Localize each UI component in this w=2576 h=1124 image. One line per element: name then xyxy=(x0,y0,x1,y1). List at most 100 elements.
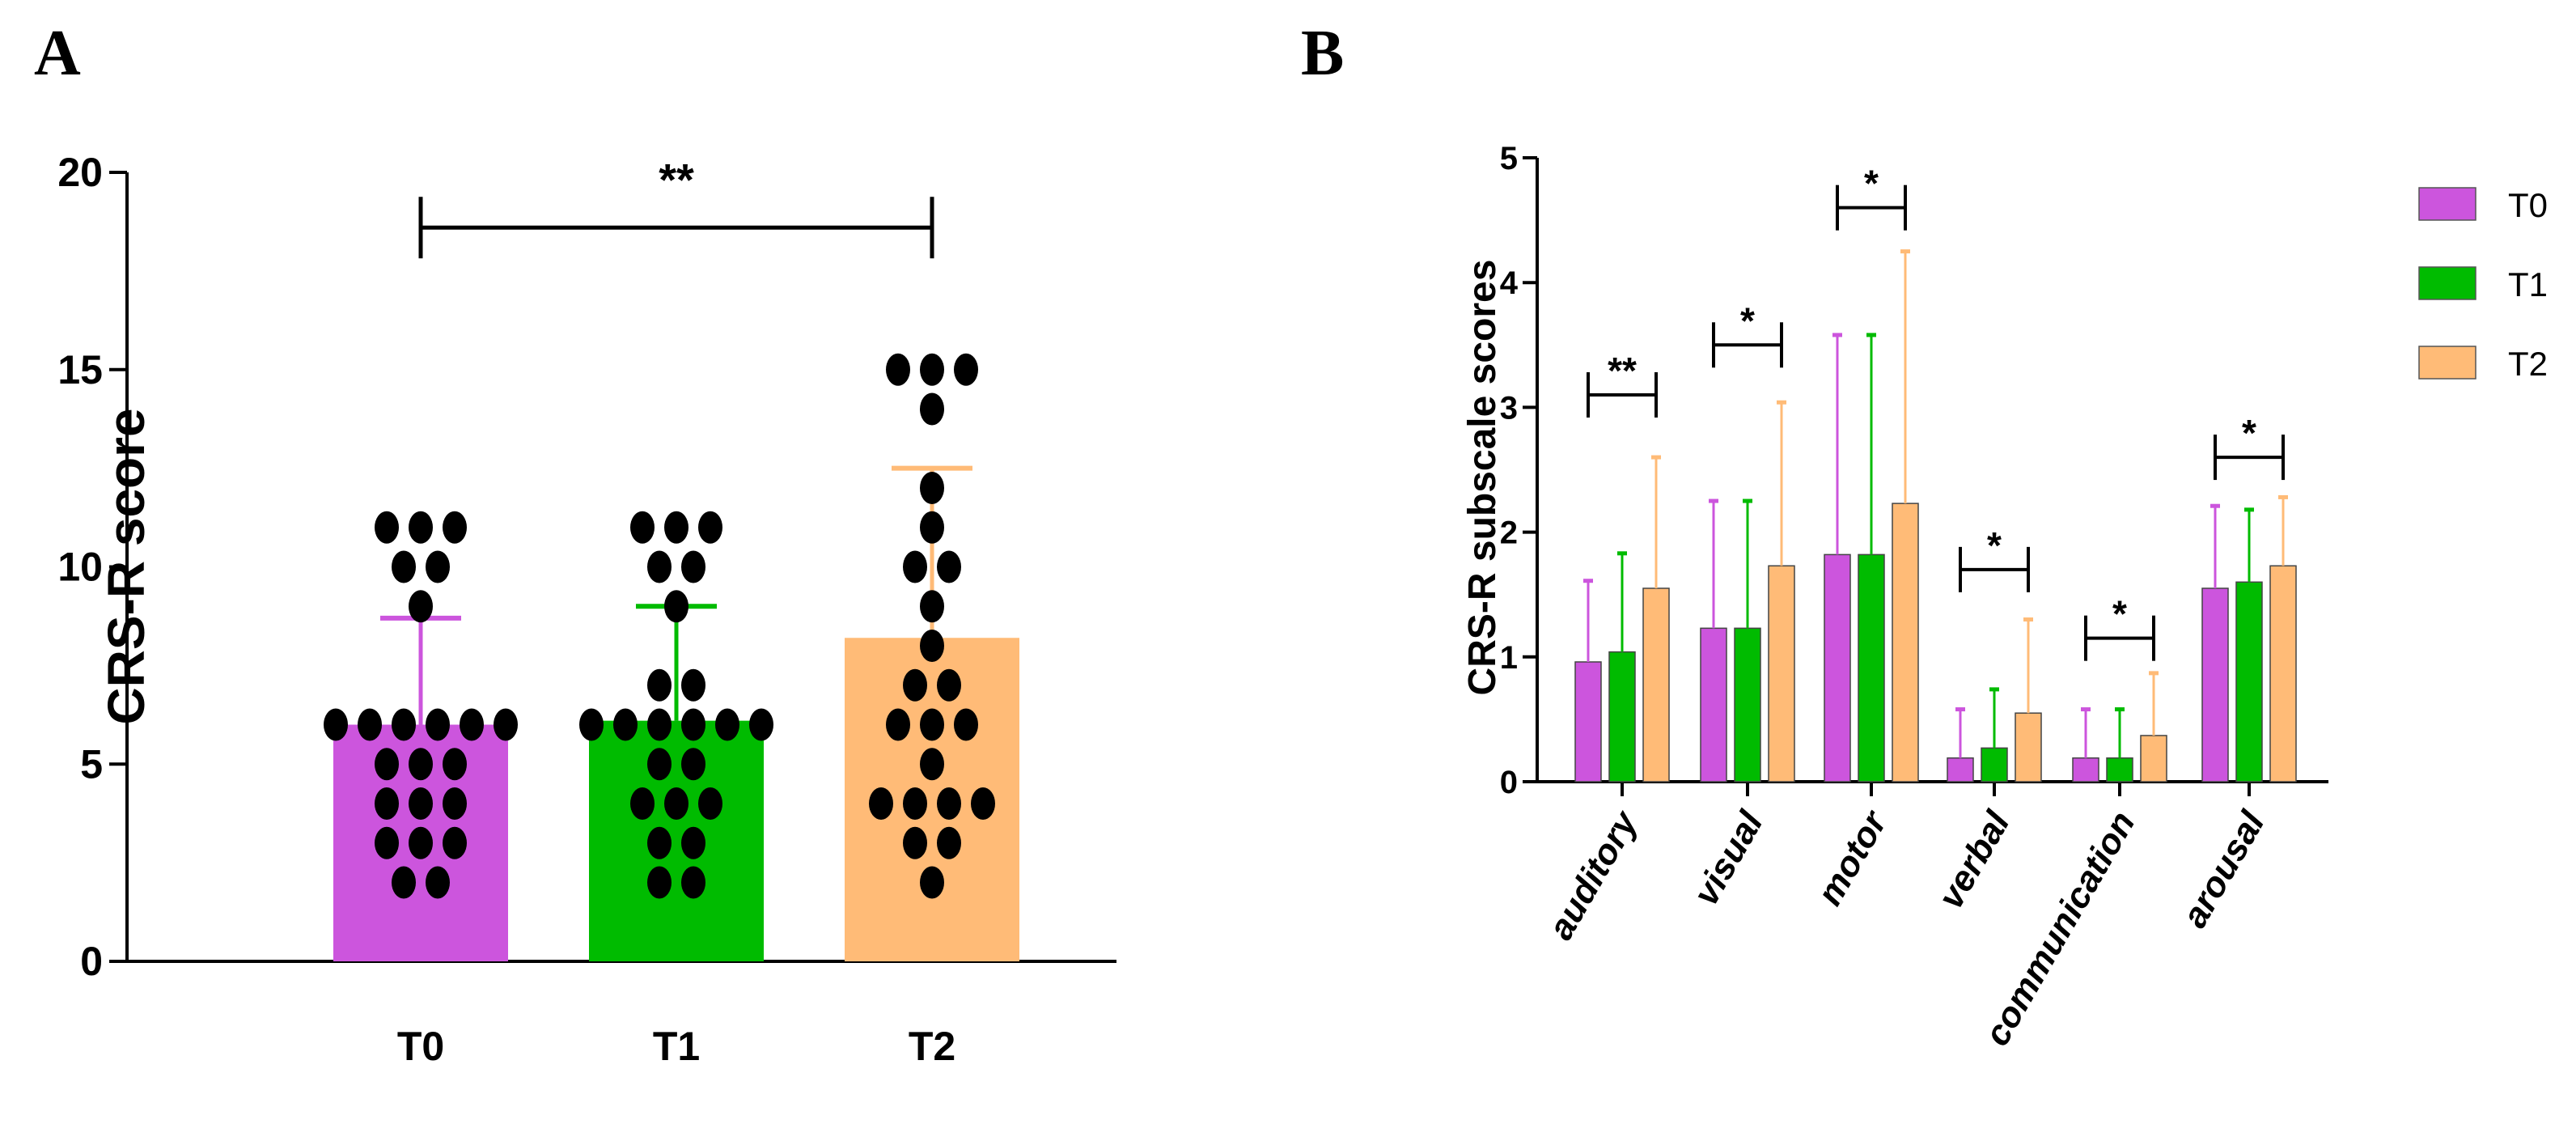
data-point-t0 xyxy=(392,866,416,899)
data-point-t1 xyxy=(698,787,722,820)
bar-visual-t2 xyxy=(1768,565,1795,783)
x-tick-label-visual: visual xyxy=(1686,804,1771,912)
legend-label-t0: T0 xyxy=(2508,186,2548,224)
significance-label: * xyxy=(1740,299,1755,341)
data-point-t2 xyxy=(886,708,910,741)
bar-motor-t1 xyxy=(1858,554,1885,783)
y-tick-label: 2 xyxy=(1500,515,1518,551)
data-point-t0 xyxy=(375,748,399,781)
data-point-t1 xyxy=(664,590,688,623)
significance-label: ** xyxy=(1608,350,1637,392)
bar-motor-t0 xyxy=(1824,554,1851,783)
y-tick-label: 15 xyxy=(57,347,103,392)
data-point-t2 xyxy=(869,787,893,820)
y-tick-label: 0 xyxy=(1500,765,1518,800)
x-tick-label-t1: T1 xyxy=(653,1024,700,1069)
data-point-t1 xyxy=(647,708,672,741)
data-point-t0 xyxy=(392,550,416,583)
legend-swatch-t1 xyxy=(2418,266,2476,300)
data-point-t0 xyxy=(375,511,399,544)
legend-label-t1: T1 xyxy=(2508,265,2548,303)
data-point-t1 xyxy=(647,748,672,781)
data-point-t2 xyxy=(903,787,927,820)
bar-verbal-t2 xyxy=(2015,712,2042,783)
x-tick-label-t2: T2 xyxy=(909,1024,955,1069)
data-point-t1 xyxy=(681,748,705,781)
data-point-t2 xyxy=(920,472,944,504)
legend-swatch-t2 xyxy=(2418,346,2476,380)
bar-arousal-t2 xyxy=(2269,565,2297,783)
bar-visual-t1 xyxy=(1734,627,1761,783)
y-tick-label: 20 xyxy=(57,150,103,195)
data-point-t2 xyxy=(954,353,978,386)
data-point-t1 xyxy=(647,866,672,899)
y-tick-label: 1 xyxy=(1500,640,1518,676)
data-point-t0 xyxy=(443,826,467,859)
data-point-t2 xyxy=(903,668,927,702)
data-point-t2 xyxy=(920,748,944,781)
data-point-t2 xyxy=(971,787,995,820)
data-point-t2 xyxy=(920,511,944,544)
panel-a-letter: A xyxy=(34,18,81,89)
data-point-t0 xyxy=(392,708,416,741)
data-point-t1 xyxy=(664,511,688,544)
bar-verbal-t1 xyxy=(1981,747,2008,783)
data-point-t1 xyxy=(681,550,705,583)
bar-communication-t1 xyxy=(2106,757,2133,783)
x-tick-label-arousal: arousal xyxy=(2175,804,2273,935)
y-tick-label: 3 xyxy=(1500,390,1518,426)
data-point-t0 xyxy=(409,511,433,544)
data-point-t2 xyxy=(937,787,961,820)
bar-communication-t0 xyxy=(2072,757,2099,783)
significance-label: * xyxy=(1987,524,2002,566)
y-axis-label: CRS-R subscale scores xyxy=(1461,260,1504,696)
y-axis-label: CRS-R score xyxy=(97,408,155,724)
data-point-t2 xyxy=(920,708,944,741)
data-point-t0 xyxy=(375,787,399,820)
significance-label: * xyxy=(1864,163,1879,205)
data-point-t2 xyxy=(886,353,910,386)
bar-auditory-t2 xyxy=(1642,587,1670,783)
data-point-t1 xyxy=(681,866,705,899)
bar-arousal-t1 xyxy=(2235,581,2263,783)
data-point-t1 xyxy=(681,708,705,741)
data-point-t0 xyxy=(409,590,433,623)
data-point-t2 xyxy=(920,630,944,662)
bar-verbal-t0 xyxy=(1947,757,1974,783)
y-tick-label: 10 xyxy=(57,545,103,590)
significance-label: * xyxy=(2242,412,2256,454)
data-point-t1 xyxy=(647,826,672,859)
data-point-t0 xyxy=(494,708,518,741)
data-point-t2 xyxy=(937,668,961,702)
data-point-t0 xyxy=(409,826,433,859)
data-point-t2 xyxy=(920,590,944,623)
data-point-t1 xyxy=(681,826,705,859)
bar-motor-t2 xyxy=(1892,503,1919,783)
data-point-t0 xyxy=(324,708,348,741)
data-point-t0 xyxy=(409,748,433,781)
data-point-t1 xyxy=(579,708,604,741)
y-tick-label: 5 xyxy=(80,741,103,787)
data-point-t1 xyxy=(630,511,655,544)
data-point-t0 xyxy=(443,748,467,781)
legend-label-t2: T2 xyxy=(2508,345,2548,383)
bar-t1 xyxy=(589,720,764,961)
data-point-t2 xyxy=(903,826,927,859)
x-tick-label-motor: motor xyxy=(1810,803,1896,912)
data-point-t0 xyxy=(426,708,450,741)
data-point-t1 xyxy=(647,550,672,583)
data-point-t0 xyxy=(358,708,382,741)
bar-auditory-t0 xyxy=(1574,661,1602,783)
y-tick-label: 0 xyxy=(80,939,103,984)
data-point-t1 xyxy=(630,787,655,820)
x-tick-label-verbal: verbal xyxy=(1930,804,2018,915)
data-point-t2 xyxy=(937,826,961,859)
bar-communication-t2 xyxy=(2140,735,2167,783)
y-tick-label: 4 xyxy=(1500,265,1519,301)
data-point-t1 xyxy=(715,708,739,741)
data-point-t1 xyxy=(749,708,773,741)
data-point-t2 xyxy=(920,353,944,386)
data-point-t0 xyxy=(409,787,433,820)
